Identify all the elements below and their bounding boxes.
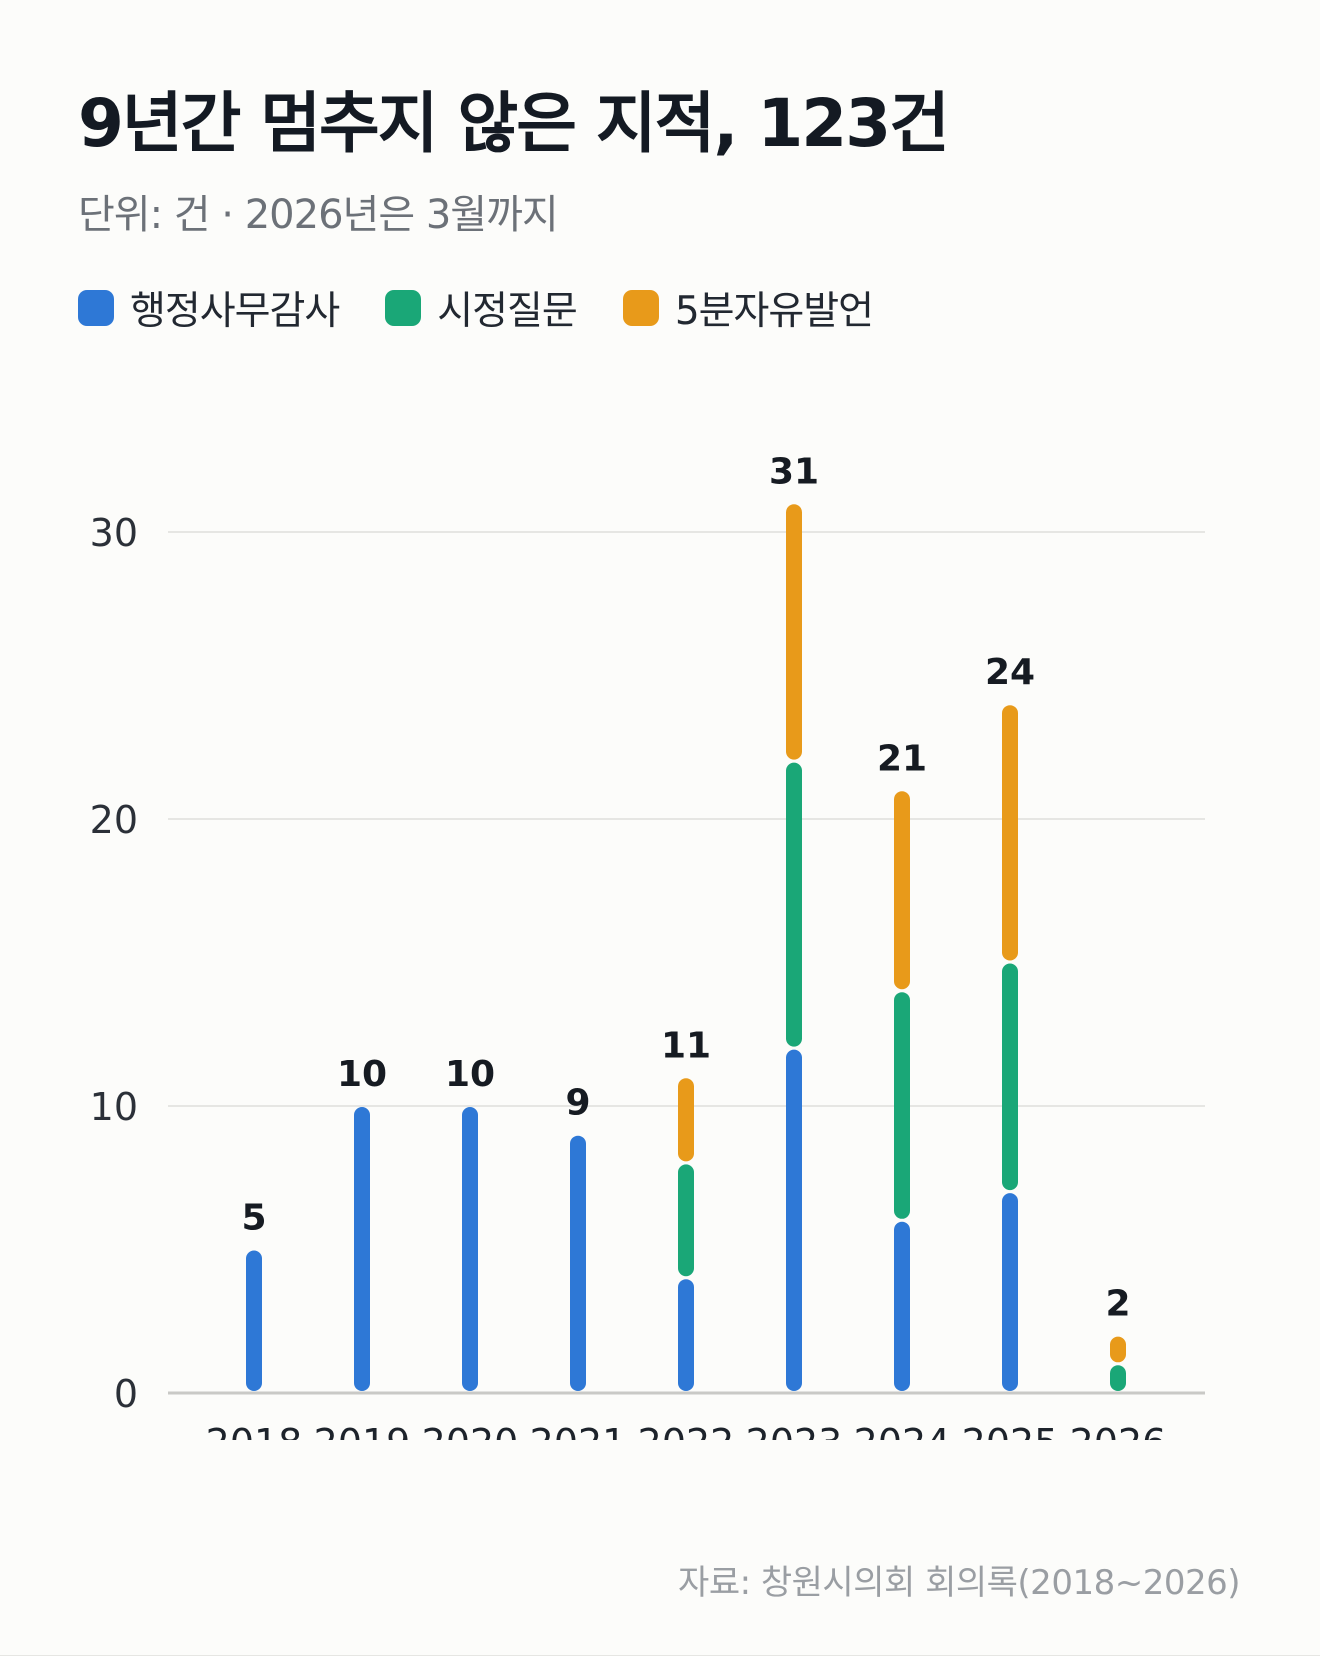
x-tick-label: 2018 (206, 1421, 303, 1440)
bar-segment (1002, 705, 1018, 961)
bar-total-label: 11 (661, 1025, 711, 1066)
bar-total-label: 24 (985, 652, 1035, 693)
y-tick-label: 30 (90, 511, 138, 555)
bar-segment (678, 1078, 694, 1162)
legend-label: 시정질문 (437, 289, 578, 334)
bar-segment (678, 1279, 694, 1391)
bar-total-label: 5 (241, 1198, 266, 1239)
x-tick-label: 2020 (422, 1421, 519, 1440)
bar-segment (678, 1164, 694, 1277)
chart-subtitle: 단위: 건 · 2026년은 3월까지 (78, 192, 559, 238)
bar-segment (894, 1221, 910, 1391)
bar-segment (894, 791, 910, 990)
y-tick-label: 10 (90, 1085, 138, 1129)
data-source: 자료: 창원시의회 회의록(2018~2026) (678, 1563, 1240, 1603)
page-title: 9년간 멈추지 않은 지적, 123건 (78, 85, 950, 162)
x-tick-label: 2026 (1070, 1421, 1167, 1440)
legend-swatch (622, 290, 659, 326)
bar-total-label: 10 (445, 1054, 495, 1095)
x-tick-label: 2023 (746, 1421, 843, 1440)
x-tick-label: 2024 (854, 1421, 951, 1440)
legend-label: 5분자유발언 (674, 289, 874, 334)
legend-item: 5분자유발언 (622, 280, 874, 336)
y-tick-label: 20 (90, 798, 138, 842)
x-tick-label: 2025 (962, 1421, 1059, 1440)
y-tick-label: 0 (114, 1372, 138, 1416)
legend-swatch (385, 290, 422, 326)
legend-item: 행정사무감사 (78, 280, 340, 336)
legend-item: 시정질문 (385, 280, 578, 336)
bar-total-label: 10 (337, 1054, 387, 1095)
bar-segment (786, 762, 802, 1047)
bar-segment (1110, 1365, 1126, 1391)
bar-total-label: 31 (769, 451, 819, 492)
x-tick-label: 2022 (638, 1421, 735, 1440)
bar-total-label: 21 (877, 738, 927, 779)
x-tick-label: 2021 (530, 1421, 627, 1440)
bar-segment (246, 1250, 262, 1391)
bar-segment (894, 992, 910, 1219)
stacked-bar-chart: 0 10 20 30 5 2018 10 2019 10 2020 9 2021 11 2022 31 202… (90, 451, 1205, 1440)
bar-total-label: 2 (1105, 1284, 1130, 1325)
bar-segment (354, 1107, 370, 1391)
bar-segment (786, 1049, 802, 1391)
legend-swatch (78, 290, 114, 326)
bar-segment (1002, 1193, 1018, 1391)
bar-total-label: 9 (565, 1083, 590, 1124)
bar-segment (462, 1107, 478, 1391)
bar-segment (1110, 1336, 1126, 1363)
bar-segment (786, 504, 802, 760)
bar-segment (1002, 963, 1018, 1191)
bar-segment (570, 1135, 586, 1391)
chart-legend: 행정사무감사 시정질문 5분자유발언 (78, 280, 919, 336)
x-tick-label: 2019 (314, 1421, 411, 1440)
legend-label: 행정사무감사 (130, 289, 340, 334)
